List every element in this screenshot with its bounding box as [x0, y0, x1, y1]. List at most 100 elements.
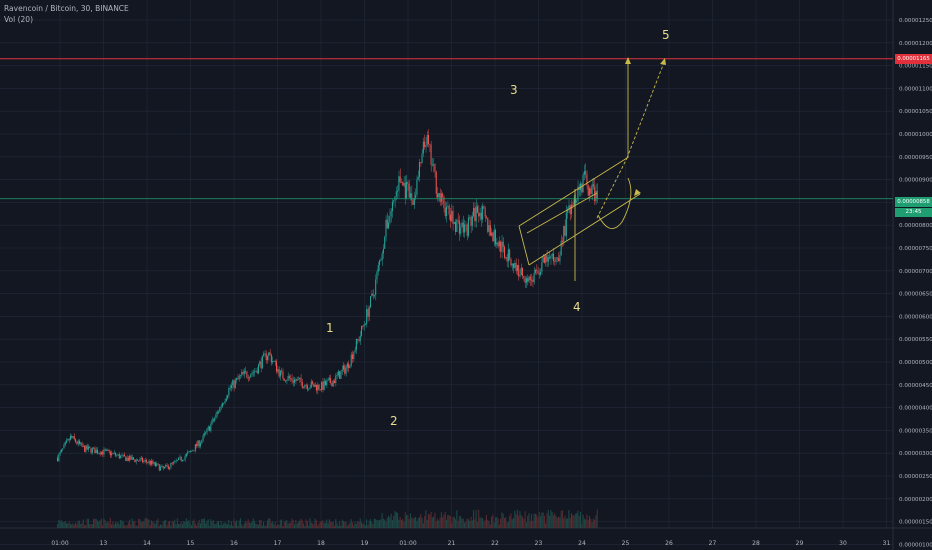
candle-body — [132, 457, 135, 460]
volume-bar — [482, 518, 484, 528]
candle-body — [391, 201, 393, 212]
candle-body — [98, 452, 100, 454]
candle-body — [444, 208, 446, 216]
candle-body — [236, 378, 238, 381]
candle-body — [212, 419, 214, 421]
volume-bar — [524, 511, 526, 528]
candle-body — [344, 365, 346, 374]
volume-bar — [395, 512, 397, 528]
volume-bar — [469, 521, 471, 528]
candle-body — [345, 367, 347, 374]
candle-body — [565, 212, 567, 236]
volume-bar — [265, 525, 267, 528]
target-arrowhead — [625, 57, 631, 64]
projection-dashed-lead[interactable] — [596, 157, 628, 219]
candle-body — [176, 459, 178, 461]
volume-bar — [304, 525, 306, 528]
candle-body — [384, 236, 386, 249]
candle-body — [546, 255, 548, 262]
candle-body — [395, 191, 397, 197]
candle-body — [585, 171, 587, 175]
candle-body — [319, 389, 321, 391]
volume-bar — [112, 521, 114, 528]
volume-bar — [129, 519, 131, 528]
candle-body — [259, 361, 261, 365]
candle-body — [453, 221, 455, 224]
volume-bar — [327, 523, 329, 528]
candle-body — [238, 375, 240, 379]
channel-upper-line[interactable] — [518, 157, 628, 227]
volume-bar — [388, 515, 390, 528]
candle-body — [94, 447, 96, 454]
horizontal-lines[interactable] — [0, 58, 893, 200]
volume-bar — [412, 518, 414, 528]
projection-dashed-arrow[interactable] — [626, 59, 666, 159]
projection-curve[interactable] — [597, 177, 632, 229]
volume-bar — [286, 519, 288, 528]
volume-bar — [488, 521, 490, 528]
volume-bar — [563, 518, 565, 528]
candle-body — [552, 253, 554, 262]
time-tick-label: 27 — [709, 540, 717, 547]
candle-body — [295, 379, 297, 381]
volume-bar — [86, 518, 88, 528]
volume-bar — [243, 523, 245, 528]
channel-mid-line[interactable] — [526, 192, 598, 234]
volume-bar — [94, 518, 96, 528]
candle-body — [479, 212, 481, 217]
candle-body — [342, 365, 344, 370]
volume-bar — [328, 519, 330, 528]
wave-drawings[interactable] — [518, 57, 666, 281]
volume-bar — [254, 520, 256, 528]
volume-bar — [505, 517, 507, 528]
volume-bar — [568, 510, 570, 528]
candle-body — [315, 384, 317, 391]
volume-bar — [462, 518, 464, 528]
candle-body — [318, 384, 320, 390]
candle-body — [340, 371, 342, 379]
candle-body — [586, 174, 588, 186]
volume-bar — [142, 522, 144, 528]
volume-bar — [187, 521, 189, 528]
volume-bar — [586, 514, 588, 528]
candle-body — [464, 224, 466, 233]
volume-bar — [312, 523, 314, 528]
channel-lower-line[interactable] — [528, 193, 641, 266]
candle-body — [203, 433, 205, 436]
volume-bar — [161, 525, 163, 528]
volume-bar — [547, 509, 549, 528]
volume-bar — [408, 519, 410, 528]
candle-body — [264, 353, 266, 355]
volume-bar — [493, 522, 495, 528]
volume-bar — [176, 518, 178, 528]
volume-bar — [318, 523, 320, 528]
candle-body — [592, 184, 594, 187]
volume-bar — [578, 515, 580, 528]
candle-body — [474, 207, 476, 222]
candle-body — [518, 265, 520, 277]
volume-bar — [355, 524, 357, 528]
volume-bar — [373, 518, 375, 528]
symbol-title[interactable]: Ravencoin / Bitcoin, 30, BINANCE — [4, 4, 129, 13]
volume-bar — [266, 520, 268, 528]
volume-indicator-label[interactable]: Vol (20) — [4, 15, 34, 24]
volume-bar — [242, 525, 244, 528]
volume-bar — [433, 516, 435, 528]
candle-body — [266, 356, 268, 361]
volume-bar — [350, 519, 352, 528]
volume-bar — [376, 519, 378, 528]
volume-bar — [519, 511, 521, 528]
volume-bar — [197, 522, 199, 528]
volume-bar — [336, 522, 338, 528]
candle-body — [252, 372, 254, 374]
volume-bar — [296, 523, 298, 528]
volume-bar — [561, 510, 563, 528]
candle-body — [120, 455, 122, 459]
volume-bar — [337, 525, 339, 528]
channel-left-edge[interactable] — [518, 225, 530, 266]
candle-body — [324, 380, 326, 386]
volume-bar — [301, 520, 303, 528]
candle-body — [75, 439, 77, 443]
volume-bar — [494, 517, 496, 528]
